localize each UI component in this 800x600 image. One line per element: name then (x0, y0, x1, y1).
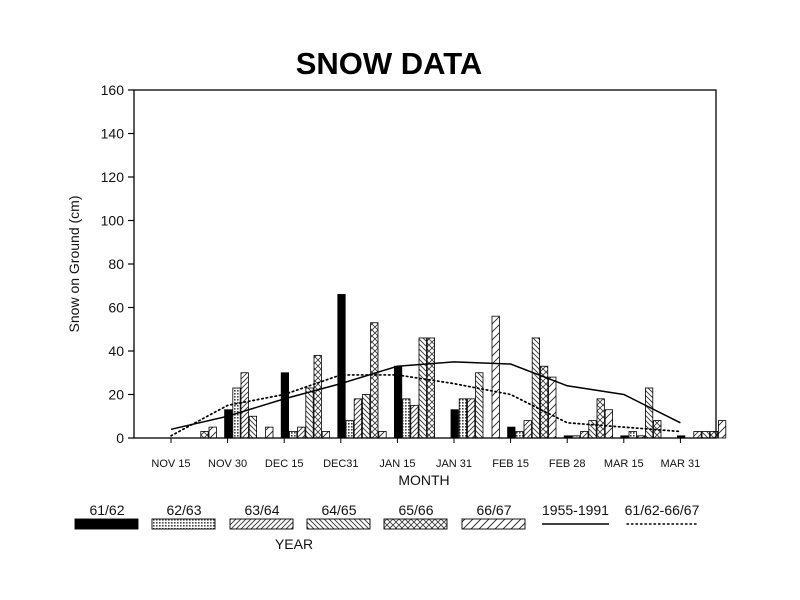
bar-65-66-7 (596, 398, 605, 439)
bar-64-65-1 (248, 415, 257, 439)
x-tick-label: NOV 30 (208, 458, 247, 470)
bar-63-64-9 (693, 431, 702, 439)
bar-66-67-1 (265, 426, 274, 439)
bar-series-group (200, 294, 727, 439)
bar-64-65-8 (645, 387, 654, 439)
legend-label: 61/62-66/67 (625, 502, 700, 518)
bar-66-67-2 (321, 431, 331, 439)
legend-label: 65/66 (398, 502, 433, 518)
bar-64-65-5 (475, 372, 484, 439)
bar-63-64-6 (523, 420, 532, 439)
legend-swatch (229, 518, 294, 530)
bar-64-65-6 (531, 337, 541, 439)
bar-64-65-2 (305, 387, 314, 439)
bar-64-65-3 (361, 394, 371, 439)
bar-62-63-5 (458, 398, 468, 439)
x-tick-label: FEB 28 (549, 458, 586, 470)
legend-label: 66/67 (476, 502, 511, 518)
y-tick-label: 20 (108, 387, 124, 403)
x-tick-label: MAR 31 (661, 458, 701, 470)
line-series-group (170, 361, 682, 437)
legend-swatch (461, 518, 526, 530)
bar-61-62-2 (280, 372, 290, 439)
x-tick-label: JAN 15 (379, 458, 415, 470)
x-tick-label: JAN 31 (436, 458, 472, 470)
y-axis-label: Snow on Ground (cm) (66, 196, 82, 333)
legend-label: 1955-1991 (542, 502, 609, 518)
x-tick-label: NOV 15 (151, 458, 190, 470)
x-axis-label: MONTH (398, 472, 449, 488)
bar-63-64-3 (353, 398, 363, 439)
bar-63-64-4 (410, 404, 419, 439)
y-axis: 0 20 40 60 80 100 120 140 160 (101, 82, 134, 446)
bar-64-65-9 (701, 431, 710, 439)
legend-swatch (74, 518, 139, 530)
line-1955-1991 (170, 361, 681, 431)
bar-63-64-2 (297, 426, 306, 439)
bar-61-62-4 (393, 365, 403, 439)
y-tick-label: 160 (101, 82, 125, 98)
bar-63-64-5 (466, 398, 476, 439)
legend: 61/62 62/63 63/64 64/65 65/66 66/67 1955-1991 6… (74, 502, 700, 530)
bar-66-67-9 (718, 420, 727, 439)
bar-63-64-1 (240, 372, 249, 439)
chart-title: SNOW DATA (296, 46, 483, 81)
x-tick-label: FEB 15 (492, 458, 529, 470)
bar-61-62-5 (450, 409, 459, 439)
bar-64-65-4 (418, 337, 427, 439)
y-tick-label: 40 (108, 343, 124, 359)
y-tick-label: 0 (116, 430, 124, 446)
bar-64-65-7 (588, 420, 597, 439)
bar-63-64-7 (580, 431, 589, 439)
bar-65-66-2 (313, 354, 322, 439)
bar-61-62-6 (507, 426, 516, 439)
bar-66-67-6 (548, 376, 557, 439)
x-axis: NOV 15 NOV 30 DEC 15 DEC31 JAN 15 JAN 31 FEB 1… (151, 438, 700, 470)
bar-61-62-1 (224, 409, 233, 439)
legend-swatch (383, 518, 448, 530)
bar-66-67-0 (208, 426, 217, 439)
legend-label: 63/64 (244, 502, 279, 518)
legend-swatch (151, 518, 216, 530)
y-tick-label: 60 (108, 300, 124, 316)
bar-65-66-3 (370, 322, 379, 439)
legend-label: 64/65 (321, 502, 356, 518)
legend-label: 61/62 (89, 502, 124, 518)
y-tick-label: 100 (101, 213, 125, 229)
bar-62-63-2 (288, 431, 298, 439)
bar-62-63-8 (628, 431, 637, 439)
x-tick-label: DEC 15 (265, 458, 304, 470)
legend-title: YEAR (275, 536, 313, 552)
y-tick-label: 80 (108, 256, 124, 272)
legend-swatch (306, 518, 371, 530)
x-tick-label: DEC31 (323, 458, 358, 470)
legend-label: 62/63 (166, 502, 201, 518)
y-tick-label: 120 (101, 169, 125, 185)
bar-65-66-0 (200, 431, 209, 439)
y-tick-label: 140 (101, 126, 125, 142)
bar-62-63-4 (402, 398, 411, 439)
line-61-62-66-67 (170, 374, 682, 437)
bar-62-63-3 (345, 420, 354, 439)
bar-65-66-4 (426, 337, 436, 439)
bar-61-62-3 (337, 294, 346, 439)
bar-62-63-6 (515, 431, 524, 439)
bar-66-67-5 (491, 315, 500, 439)
bar-66-67-7 (604, 409, 614, 439)
plot-area-frame (133, 89, 717, 439)
x-tick-label: MAR 15 (604, 458, 644, 470)
bar-66-67-3 (378, 431, 387, 439)
